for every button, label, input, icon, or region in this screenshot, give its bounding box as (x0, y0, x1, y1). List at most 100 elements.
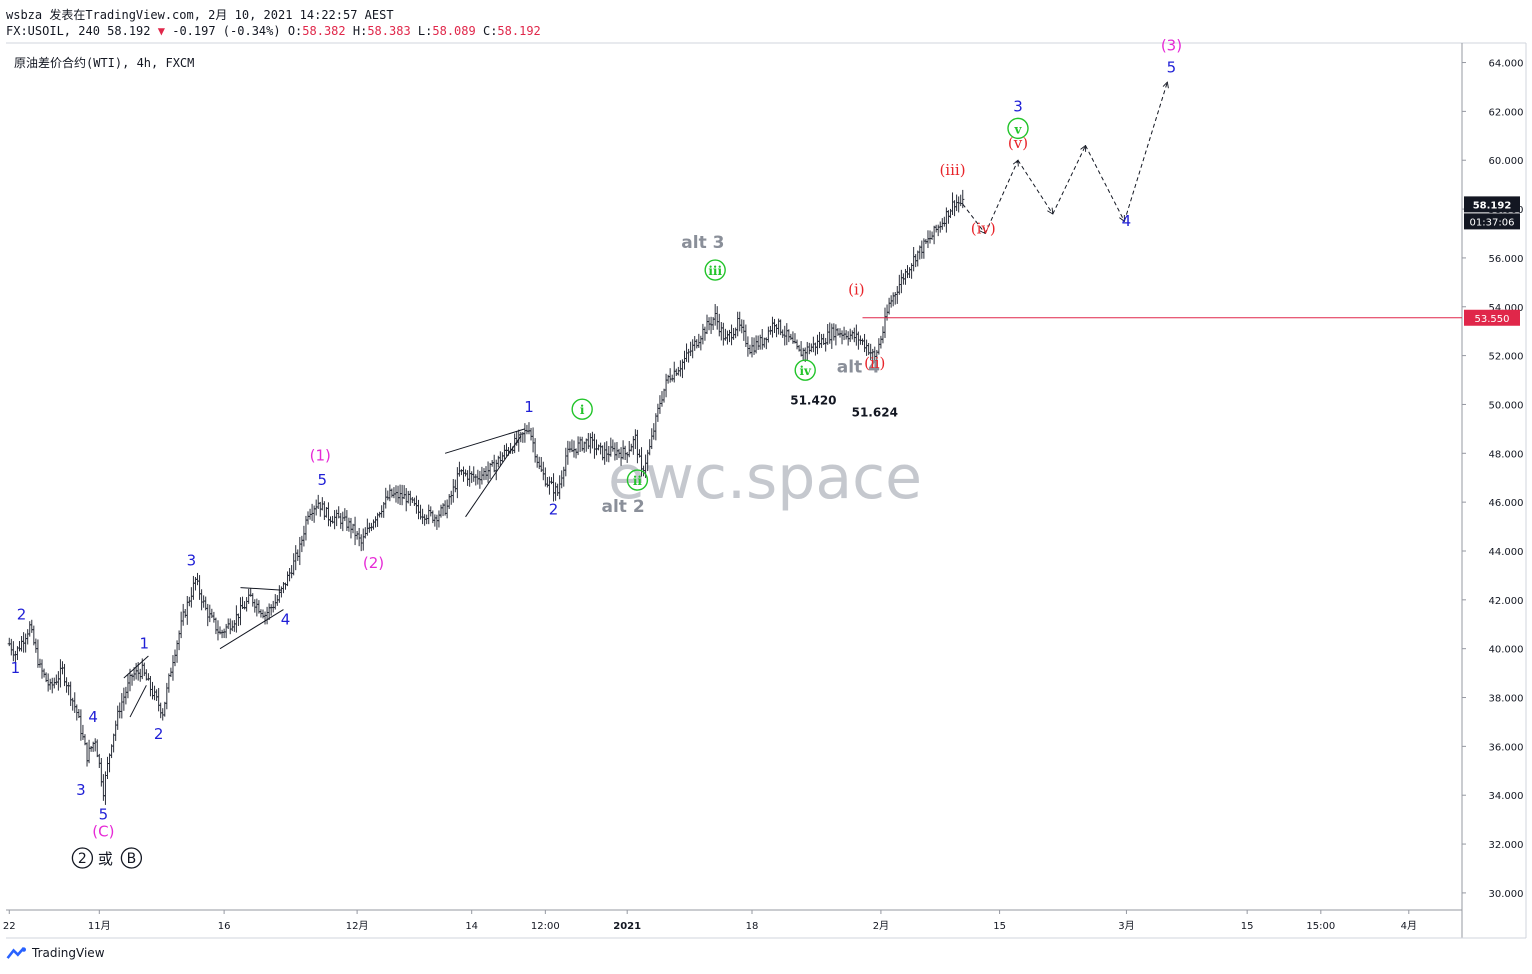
price-annotations: 51.420 51.624 (790, 393, 898, 419)
wave-label: (iv) (971, 219, 996, 237)
publish-line: wsbza 发表在TradingView.com, 2月 10, 2021 14… (6, 6, 394, 23)
tradingview-footer[interactable]: TradingView (6, 946, 105, 960)
wave-label: (1) (310, 447, 331, 465)
price-change: -0.197 (-0.34%) (172, 24, 281, 38)
symbol-interval: FX:USOIL, 240 (6, 24, 100, 38)
pattern-trendline (444, 428, 526, 454)
price-tick-label: 38.000 (1489, 694, 1524, 705)
wave-label: i (580, 403, 585, 417)
projection-path (962, 82, 1168, 234)
wave-label: iv (799, 364, 812, 378)
pattern-trendline (123, 655, 149, 679)
price-tick-label: 44.000 (1489, 547, 1524, 558)
publish-info: 发表在TradingView.com, 2月 10, 2021 14:22:57… (49, 8, 394, 22)
time-tick-label: 4月 (1401, 920, 1417, 932)
time-tick-label: 3月 (1118, 920, 1134, 932)
wave-label: 4 (281, 610, 291, 628)
price-annotation: 51.624 (852, 406, 898, 420)
wave-label: (C) (92, 823, 114, 841)
ohlc-bars (7, 189, 965, 805)
price-tick-label: 30.000 (1489, 889, 1524, 900)
wave-label-ring (571, 398, 593, 420)
time-tick-label: 16 (218, 921, 231, 932)
wave-label: 4 (88, 708, 98, 726)
wave-degree-ring (120, 847, 143, 869)
time-tick-label: 14 (465, 921, 478, 932)
time-tick-label: 2月 (873, 920, 889, 932)
wave-label: 2 (549, 500, 559, 518)
wave-degree-ring (71, 847, 94, 869)
wave-label: iii (708, 264, 722, 278)
projection-segment (1052, 146, 1086, 215)
wave-label-ring (626, 469, 649, 491)
level-price-tag (1464, 309, 1520, 326)
wave-degree-joiner: 或 (98, 850, 113, 868)
current-price-tag (1464, 196, 1520, 213)
wave-label: (iii) (939, 161, 965, 179)
time-tick-label: 2021 (613, 921, 641, 932)
wave-label: (i) (848, 281, 865, 299)
wave-degree-label: 2 (78, 851, 87, 867)
wave-label: (2) (363, 554, 384, 572)
pattern-trendline (129, 685, 147, 718)
price-tick-label: 62.000 (1489, 107, 1524, 118)
projection-segment (962, 203, 986, 233)
bar-countdown-label: 01:37:06 (1470, 217, 1515, 228)
time-tick-label: 15 (1241, 921, 1254, 932)
wave-label: 2 (154, 725, 164, 743)
last-price: 58.192 (107, 24, 151, 38)
price-tick-label: 32.000 (1489, 840, 1524, 851)
author-name: wsbza (6, 8, 43, 22)
symbol-title: 原油差价合约(WTI), 4h, FXCM (14, 56, 195, 70)
time-axis[interactable]: 22 11月 16 12月 14 12:00 2021 18 2月 15 3月 15 15:00 4月 (3, 910, 1417, 932)
wave-label: 4 (1122, 212, 1132, 230)
time-tick-label: 12月 (346, 920, 369, 932)
wave-label: 3 (76, 781, 86, 799)
wave-degree-label: B (127, 851, 137, 867)
time-tick-label: 11月 (88, 920, 111, 932)
wave-label: 5 (318, 471, 328, 489)
wave-label: 3 (187, 552, 197, 570)
pattern-trendline (465, 435, 522, 518)
high-label: H: (352, 24, 368, 38)
wave-label: (ii) (864, 354, 885, 372)
time-tick-label: 15:00 (1306, 921, 1335, 932)
low-label: L: (417, 24, 433, 38)
price-tick-label: 56.000 (1489, 254, 1524, 265)
pattern-trendline (240, 587, 282, 591)
wave-label: ii (633, 474, 643, 488)
price-tick-label: 50.000 (1489, 400, 1524, 411)
level-price-label: 53.550 (1475, 314, 1510, 325)
time-tick-label: 15 (993, 921, 1006, 932)
bar-countdown-tag (1464, 213, 1520, 230)
high-value: 58.383 (367, 24, 411, 38)
wave-label: 1 (524, 398, 534, 416)
price-tick-label: 34.000 (1489, 791, 1524, 802)
price-tick-label: 48.000 (1489, 449, 1524, 460)
pattern-trendline (219, 609, 284, 650)
projection-segment (984, 160, 1018, 234)
price-tick-label: 64.000 (1489, 59, 1524, 70)
projection-segment (1123, 82, 1167, 222)
wave-label: 5 (1167, 58, 1177, 76)
wave-label: (3) (1161, 36, 1182, 54)
watermark: ewc.space (608, 443, 922, 513)
wave-label-ring (704, 259, 726, 281)
time-tick-label: 22 (3, 921, 16, 932)
tradingview-logo-icon (6, 947, 26, 959)
close-value: 58.192 (497, 24, 541, 38)
price-tick-label: 42.000 (1489, 596, 1524, 607)
close-label: C: (482, 24, 498, 38)
projection-segment (1085, 145, 1125, 222)
pattern-lines (123, 428, 526, 718)
wave-label-ring (1007, 117, 1029, 140)
price-tick-label: 36.000 (1489, 742, 1524, 753)
open-value: 58.382 (302, 24, 346, 38)
wave-label: alt 3 (681, 233, 724, 253)
wave-label-ring (794, 359, 816, 381)
wave-label: v (1014, 122, 1023, 136)
wave-label: 1 (140, 635, 150, 653)
price-axis[interactable]: 30.000 32.000 34.000 36.000 38.000 40.000 42.0… (1462, 59, 1524, 900)
